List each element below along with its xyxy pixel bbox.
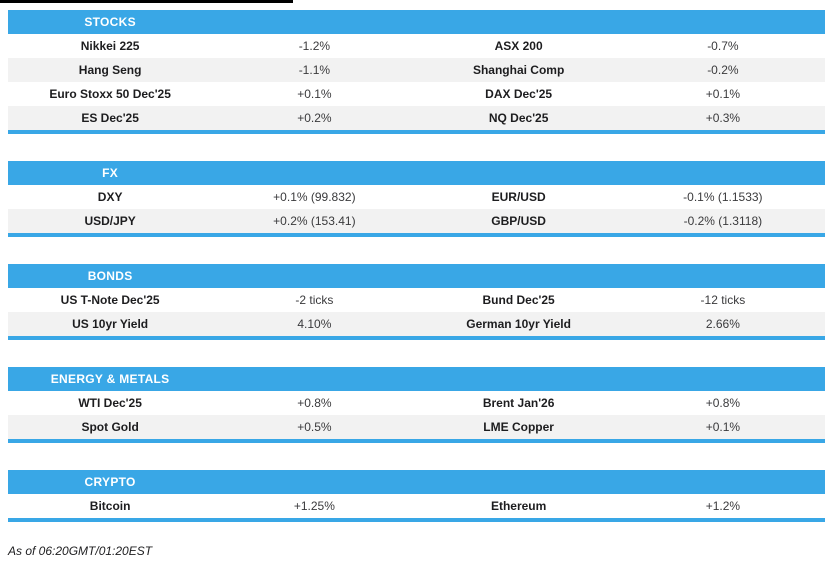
instrument-name: US T-Note Dec'25 [60, 293, 160, 307]
instrument-name: German 10yr Yield [466, 317, 571, 331]
instrument-value: -0.2% (1.3118) [683, 214, 763, 228]
instrument-name: EUR/USD [491, 190, 546, 204]
section-header: ENERGY & METALS [8, 367, 825, 391]
instrument-name: WTI Dec'25 [78, 396, 142, 410]
instrument-value: +0.1% [297, 87, 332, 101]
instrument-value: -0.2% [707, 63, 739, 77]
section-title: ENERGY & METALS [50, 372, 170, 386]
instrument-value: +0.3% [705, 111, 741, 125]
instrument-value: -12 ticks [700, 293, 746, 307]
instrument-value: -2 ticks [295, 293, 334, 307]
section-stocks: STOCKS Nikkei 225 -1.2% ASX 200 -0.7% Hang Se… [8, 10, 825, 134]
instrument-value: +0.2% (153.41) [273, 214, 356, 228]
section-title: BONDS [87, 269, 133, 283]
instrument-value: +0.8% [705, 396, 741, 410]
section-title: STOCKS [84, 15, 136, 29]
top-edge-artifact [0, 0, 293, 3]
table-row: US T-Note Dec'25 -2 ticks Bund Dec'25 -12 t… [8, 288, 825, 312]
instrument-name: NQ Dec'25 [488, 111, 549, 125]
as-of-timestamp: As of 06:20GMT/01:20EST [8, 544, 153, 558]
table-row: Bitcoin +1.25% Ethereum +1.2% [8, 494, 825, 518]
table-row: Euro Stoxx 50 Dec'25 +0.1% DAX Dec'25 +0.1% [8, 82, 825, 106]
instrument-name: ES Dec'25 [81, 111, 139, 125]
instrument-value: +0.5% [297, 420, 332, 434]
section-fx: FX DXY +0.1% (99.832) EUR/USD -0.1% (1.1533)… [8, 161, 825, 237]
section-energy-metals: ENERGY & METALS WTI Dec'25 +0.8% Brent Jan'… [8, 367, 825, 443]
instrument-value: +0.1% (99.832) [273, 190, 356, 204]
instrument-value: +1.2% [705, 499, 741, 513]
section-header: STOCKS [8, 10, 825, 34]
instrument-name: Brent Jan'26 [482, 396, 555, 410]
instrument-name: Nikkei 225 [80, 39, 140, 53]
instrument-value: -1.2% [298, 39, 331, 53]
instrument-name: USD/JPY [84, 214, 136, 228]
table-row: USD/JPY +0.2% (153.41) GBP/USD -0.2% (1.311… [8, 209, 825, 233]
instrument-value: +1.25% [293, 499, 335, 513]
instrument-value: 4.10% [297, 317, 332, 331]
instrument-value: +0.8% [297, 396, 332, 410]
instrument-value: 2.66% [705, 317, 740, 331]
instrument-name: LME Copper [483, 420, 554, 434]
instrument-name: Ethereum [490, 499, 547, 513]
instrument-value: +0.1% [705, 420, 741, 434]
section-header: CRYPTO [8, 470, 825, 494]
table-row: Spot Gold +0.5% LME Copper +0.1% [8, 415, 825, 439]
table-row: US 10yr Yield 4.10% German 10yr Yield 2.66% [8, 312, 825, 336]
section-crypto: CRYPTO Bitcoin +1.25% Ethereum +1.2% [8, 470, 825, 522]
instrument-value: -1.1% [298, 63, 331, 77]
instrument-value: +0.2% [297, 111, 332, 125]
section-title: CRYPTO [84, 475, 136, 489]
instrument-name: GBP/USD [491, 214, 546, 228]
market-table: STOCKS Nikkei 225 -1.2% ASX 200 -0.7% Hang Se… [8, 10, 825, 549]
section-title: FX [102, 166, 119, 180]
section-bonds: BONDS US T-Note Dec'25 -2 ticks Bund Dec'25… [8, 264, 825, 340]
instrument-value: -0.7% [707, 39, 739, 53]
table-row: Hang Seng -1.1% Shanghai Comp -0.2% [8, 58, 825, 82]
instrument-name: Euro Stoxx 50 Dec'25 [49, 87, 171, 101]
instrument-name: Hang Seng [78, 63, 142, 77]
instrument-name: Bund Dec'25 [482, 293, 555, 307]
instrument-name: Spot Gold [81, 420, 139, 434]
instrument-name: DAX Dec'25 [485, 87, 553, 101]
instrument-name: Bitcoin [89, 499, 131, 513]
instrument-value: +0.1% [705, 87, 741, 101]
table-row: Nikkei 225 -1.2% ASX 200 -0.7% [8, 34, 825, 58]
table-row: ES Dec'25 +0.2% NQ Dec'25 +0.3% [8, 106, 825, 130]
section-header: BONDS [8, 264, 825, 288]
instrument-name: Shanghai Comp [472, 63, 565, 77]
instrument-name: DXY [97, 190, 123, 204]
instrument-name: US 10yr Yield [72, 317, 149, 331]
instrument-value: -0.1% (1.1533) [683, 190, 763, 204]
table-row: DXY +0.1% (99.832) EUR/USD -0.1% (1.1533) [8, 185, 825, 209]
instrument-name: ASX 200 [494, 39, 543, 53]
section-header: FX [8, 161, 825, 185]
table-row: WTI Dec'25 +0.8% Brent Jan'26 +0.8% [8, 391, 825, 415]
